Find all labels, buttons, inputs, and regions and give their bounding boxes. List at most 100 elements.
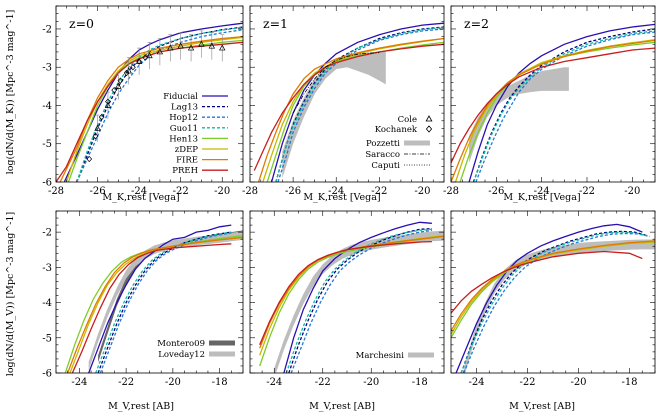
legend-label-saracco: Saracco <box>365 150 400 160</box>
x-tick-label: -28 <box>242 186 258 197</box>
x-axis-label-k-z2: M_K,rest [Vega] <box>503 192 580 203</box>
redshift-label: z=0 <box>69 16 94 31</box>
point-kochanek <box>86 155 93 163</box>
y-tick-label: -4 <box>42 101 52 112</box>
axes-frame <box>55 5 244 183</box>
series-fire <box>67 236 243 373</box>
y-tick-label: -2 <box>42 24 52 35</box>
series-fiducial <box>455 223 643 373</box>
series-fire <box>451 240 655 332</box>
point-kochanek <box>111 87 118 94</box>
panel-v-z0: -24 -22 -20 -18 -6 -5 -4 -3 -2 <box>42 210 244 388</box>
x-tick-label: -20 <box>165 377 181 388</box>
panel-v-z1: -24 -22 -20 -18 <box>249 210 445 388</box>
legend-marker-kochanek <box>425 125 433 133</box>
point-kochanek <box>130 64 136 71</box>
legend-label-fiducial: Fiducial <box>163 92 198 102</box>
panel-k-z0: -28 -26 -24 -22 -20 -6 -5 -4 -3 -2 z=0 <box>42 5 244 197</box>
panel-k-z1: -28 -26 -24 -22 -20 z=1 <box>242 5 445 197</box>
point-cole <box>208 42 216 49</box>
series-preh <box>253 43 444 171</box>
series-hen13 <box>259 235 444 367</box>
point-cole <box>167 44 174 51</box>
legend-marker-cole <box>425 115 433 122</box>
plot-area <box>451 223 655 373</box>
x-tick-label: -26 <box>90 186 106 197</box>
x-tick-label: -20 <box>214 186 230 197</box>
x-tick-label: -28 <box>443 186 459 197</box>
x-axis-label-k-z1: M_K,rest [Vega] <box>303 192 380 203</box>
point-cole <box>177 42 184 49</box>
x-tick-label: -22 <box>173 186 189 197</box>
x-tick-label: -22 <box>371 186 387 197</box>
x-tick-label: -20 <box>414 186 430 197</box>
x-tick-label: -28 <box>48 186 64 197</box>
legend-label-lag13: Lag13 <box>171 103 198 113</box>
x-tick-label: -20 <box>363 377 379 388</box>
series-hen13 <box>67 39 243 182</box>
series-hop12 <box>475 31 655 182</box>
series-fiducial <box>468 23 655 182</box>
legend-observations-v-z1: Marchesini <box>356 351 434 361</box>
y-tick-label: -5 <box>42 333 52 344</box>
point-kochanek <box>98 113 105 121</box>
y-axis-label-top: log(dN/d(M_K)) [Mpc^-3 mag^-1] <box>5 10 16 175</box>
point-cole <box>146 51 153 59</box>
series-preh <box>259 240 432 346</box>
series-hen13 <box>266 41 444 182</box>
x-tick-label: -20 <box>624 186 640 197</box>
point-kochanek <box>142 54 149 61</box>
series-fiducial <box>270 22 444 182</box>
legend-label-hop12: Hop12 <box>169 113 198 123</box>
y-tick-label: -6 <box>42 178 52 189</box>
x-tick-label: -26 <box>285 186 301 197</box>
series-lag13 <box>460 230 648 373</box>
x-tick-label: -24 <box>131 186 147 197</box>
legend-label-marchesini: Marchesini <box>356 351 405 361</box>
legend-label-cole: Cole <box>398 115 417 125</box>
point-kochanek <box>117 77 124 84</box>
series-hop12 <box>290 229 432 373</box>
redshift-label: z=2 <box>464 16 489 31</box>
x-tick-label: -22 <box>118 377 134 388</box>
series-saracco <box>292 52 380 114</box>
axes-frame <box>450 5 656 183</box>
x-tick-label: -22 <box>579 186 595 197</box>
point-kochanek <box>105 98 111 105</box>
x-tick-label: -18 <box>212 377 228 388</box>
x-tick-label: -24 <box>468 377 484 388</box>
series-preh <box>451 250 643 314</box>
panel-k-z2: -28 -26 -24 -22 -20 z=2 <box>443 5 656 197</box>
x-tick-label: -22 <box>315 377 331 388</box>
band-pozzetti <box>469 67 569 163</box>
y-tick-label: -6 <box>42 369 52 380</box>
series-guo11 <box>473 30 655 182</box>
legend-label-loveday12: Loveday12 <box>158 350 205 360</box>
x-axis-label-v-z0: M_V,rest [AB] <box>108 401 174 412</box>
y-tick-label: -5 <box>42 139 52 150</box>
y-tick-label: -2 <box>42 228 52 239</box>
point-kochanek <box>92 132 99 140</box>
series-lag13 <box>288 227 432 373</box>
series-lag13 <box>97 231 232 373</box>
series-hop12 <box>277 28 444 182</box>
plot-area <box>259 221 444 373</box>
point-kochanek <box>136 58 142 65</box>
series-preh <box>71 243 232 373</box>
legend-label-hen13: Hen13 <box>169 134 198 144</box>
legend-label-preh: PREH <box>172 166 198 176</box>
y-tick-label: -3 <box>42 63 52 74</box>
series-zdep <box>454 39 655 182</box>
series-hop12 <box>99 232 232 373</box>
legend-label-pozzetti: Pozzetti <box>366 139 400 149</box>
redshift-label: z=1 <box>263 16 288 31</box>
y-tick-label: -3 <box>42 263 52 274</box>
series-preh <box>451 47 655 164</box>
x-axis-label-v-z1: M_V,rest [AB] <box>309 401 375 412</box>
x-tick-label: -24 <box>266 377 282 388</box>
x-tick-label: -26 <box>488 186 504 197</box>
